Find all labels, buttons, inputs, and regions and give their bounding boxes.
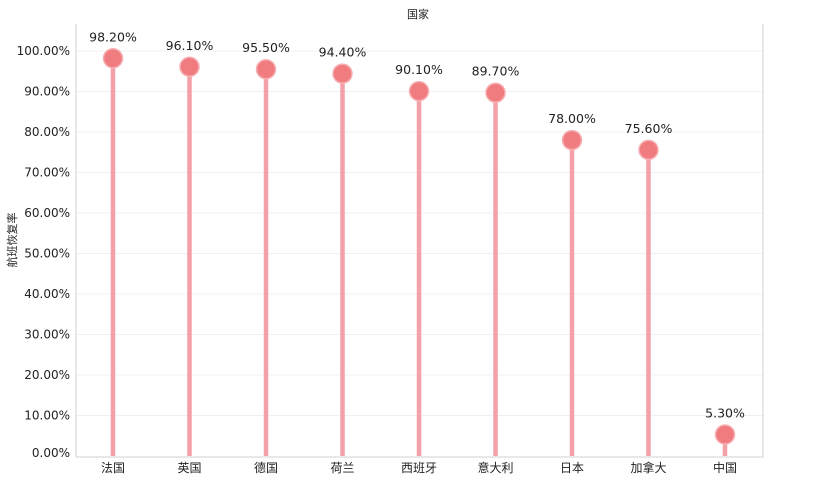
- category-label-7: 加拿大: [630, 460, 666, 475]
- y-tick-label-6: 60.00%: [24, 206, 70, 220]
- lollipop-stems: [110, 58, 728, 456]
- category-label-8: 中国: [713, 460, 737, 475]
- data-label-5: 89.70%: [472, 64, 520, 79]
- marker-8: [714, 424, 736, 445]
- data-label-3: 94.40%: [319, 45, 367, 60]
- y-axis-tick-labels: 0.00% 10.00% 20.00% 30.00% 40.00% 50.00% 60.00…: [17, 44, 70, 460]
- category-label-0: 法国: [101, 461, 125, 475]
- data-label-7: 75.60%: [625, 121, 673, 136]
- marker-3: [332, 63, 353, 84]
- y-tick-label-2: 20.00%: [24, 368, 70, 382]
- y-tick-label-0: 0.00%: [32, 446, 70, 460]
- category-label-5: 意大利: [477, 460, 513, 475]
- data-label-4: 90.10%: [395, 62, 443, 77]
- marker-1: [179, 56, 200, 78]
- data-label-1: 96.10%: [166, 38, 214, 53]
- marker-7: [638, 139, 659, 161]
- y-tick-label-9: 90.00%: [24, 85, 70, 99]
- data-label-0: 98.20%: [89, 29, 137, 44]
- data-label-8: 5.30%: [705, 406, 745, 421]
- y-tick-label-10: 100.00%: [17, 44, 70, 58]
- y-axis-title: 航班恢复率: [5, 213, 19, 268]
- marker-4: [408, 80, 430, 102]
- data-labels: 98.20% 96.10% 95.50% 94.40% 90.10% 89.70% 78.0…: [89, 29, 745, 420]
- category-label-6: 日本: [560, 461, 584, 475]
- marker-6: [561, 129, 583, 151]
- data-label-2: 95.50%: [242, 40, 290, 55]
- category-label-4: 西班牙: [401, 461, 437, 475]
- plot-frame: [75, 24, 764, 458]
- y-tick-label-5: 50.00%: [24, 247, 70, 261]
- data-label-6: 78.00%: [548, 111, 596, 126]
- y-tick-label-3: 30.00%: [24, 328, 70, 342]
- chart-title: 国家: [407, 7, 429, 21]
- y-tick-label-4: 40.00%: [24, 287, 70, 301]
- y-tick-label-7: 70.00%: [24, 166, 70, 180]
- marker-5: [485, 82, 506, 103]
- marker-2: [255, 58, 277, 80]
- y-tick-label-1: 10.00%: [24, 409, 70, 423]
- category-label-2: 德国: [254, 460, 278, 475]
- lollipop-markers: [102, 48, 736, 445]
- marker-0: [102, 48, 124, 69]
- category-label-1: 英国: [177, 461, 201, 475]
- x-axis-category-labels: 法国 英国 德国 荷兰 西班牙 意大利 日本 加拿大 中国: [101, 460, 737, 475]
- category-label-3: 荷兰: [330, 461, 354, 475]
- y-tick-label-8: 80.00%: [24, 125, 70, 139]
